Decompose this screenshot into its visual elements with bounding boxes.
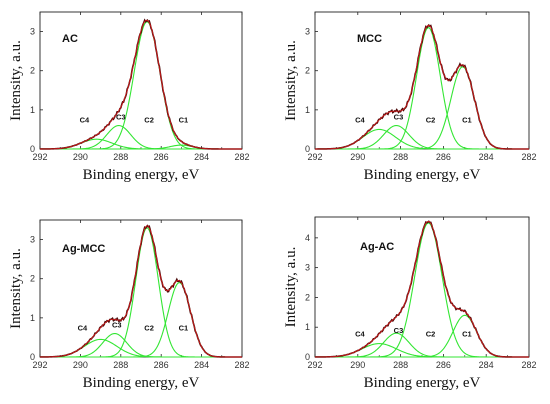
x-tick-label: 286: [154, 152, 169, 162]
peak-label-c3: C3: [394, 113, 404, 122]
y-tick-label: 3: [305, 27, 310, 37]
x-tick-label: 288: [113, 152, 128, 162]
experimental-spectrum-line: [315, 23, 529, 150]
y-tick-label: 2: [30, 274, 35, 284]
x-tick-label: 290: [73, 152, 88, 162]
x-tick-label: 292: [307, 152, 322, 162]
chart-panel-ag-ac: 292 290 288 286 284 282 0 1 2 3 4 Intensity, a.u. Bi…: [283, 216, 537, 391]
peak-label-c1: C1: [462, 330, 472, 339]
x-axis-label: Binding energy, eV: [83, 167, 200, 183]
y-tick-label: 3: [305, 263, 310, 273]
chart-panel-mcc: 292 290 288 286 284 282 0 1 2 3 Intensity, a.u. Bin…: [283, 11, 537, 183]
y-tick-label: 3: [30, 27, 35, 37]
fitted-envelope-line: [315, 24, 529, 150]
y-tick-label: 4: [305, 233, 310, 243]
y-axis-label: Intensity, a.u.: [283, 40, 299, 121]
fitted-envelope-line: [40, 225, 242, 358]
y-tick-label: 1: [30, 105, 35, 115]
peak-label-c4: C4: [78, 323, 88, 332]
x-axis-label: Binding energy, eV: [364, 167, 481, 183]
x-tick-label: 290: [350, 360, 365, 370]
x-tick-label: 288: [393, 360, 408, 370]
y-tick-label: 3: [30, 235, 35, 245]
y-tick-label: 2: [30, 66, 35, 76]
x-tick-label: 286: [154, 360, 169, 370]
y-tick-label: 1: [305, 105, 310, 115]
y-tick-label: 2: [305, 292, 310, 302]
x-tick-label: 282: [234, 152, 249, 162]
x-tick-label: 288: [113, 360, 128, 370]
component-peak-c1: [315, 314, 529, 358]
y-axis-label: Intensity, a.u.: [283, 247, 299, 328]
x-tick-label: 282: [234, 360, 249, 370]
y-tick-label: 1: [305, 322, 310, 332]
y-tick-label: 0: [305, 144, 310, 154]
x-tick-label: 286: [436, 360, 451, 370]
y-tick-label: 2: [305, 66, 310, 76]
x-axis-label: Binding energy, eV: [83, 375, 200, 391]
plot-frame: [314, 11, 530, 150]
x-tick-label: 282: [521, 360, 536, 370]
y-tick-label: 1: [30, 313, 35, 323]
component-peak-c1: [40, 282, 242, 358]
peak-label-c3: C3: [116, 113, 126, 122]
sample-label: Ag-AC: [360, 241, 394, 253]
peak-label-c1: C1: [462, 115, 472, 124]
peak-label-c4: C4: [355, 115, 365, 124]
component-peak-c3: [315, 332, 529, 358]
x-tick-label: 288: [393, 152, 408, 162]
component-peak-c2: [315, 222, 529, 358]
y-tick-label: 0: [305, 352, 310, 362]
sample-label: MCC: [357, 33, 382, 45]
y-tick-label: 0: [30, 352, 35, 362]
x-tick-label: 284: [479, 360, 494, 370]
x-tick-label: 292: [32, 152, 47, 162]
component-peak-c3: [40, 124, 242, 150]
peak-label-c4: C4: [355, 330, 365, 339]
peak-label-c2: C2: [144, 115, 154, 124]
x-axis-label: Binding energy, eV: [364, 375, 481, 391]
peak-label-c2: C2: [144, 323, 154, 332]
y-axis-label: Intensity, a.u.: [8, 248, 24, 329]
peak-label-c2: C2: [426, 330, 436, 339]
x-tick-label: 292: [307, 360, 322, 370]
peak-label-c4: C4: [80, 115, 90, 124]
peak-label-c3: C3: [394, 326, 404, 335]
peak-label-c3: C3: [112, 321, 122, 330]
fitted-envelope-line: [40, 19, 242, 150]
x-tick-label: 290: [350, 152, 365, 162]
component-peak-c2: [315, 27, 529, 150]
experimental-spectrum-line: [314, 220, 529, 358]
chart-panel-ac: 292 290 288 286 284 282 0 1 2 3 Intensity, a.u. Bin…: [8, 11, 250, 183]
x-tick-label: 286: [436, 152, 451, 162]
peak-label-c2: C2: [426, 115, 436, 124]
peak-label-c1: C1: [179, 323, 189, 332]
x-tick-label: 284: [194, 360, 209, 370]
y-tick-label: 0: [30, 144, 35, 154]
fitted-envelope-line: [314, 220, 529, 358]
x-tick-label: 284: [479, 152, 494, 162]
sample-label: Ag-MCC: [62, 243, 105, 255]
x-tick-label: 282: [521, 152, 536, 162]
x-tick-label: 284: [194, 152, 209, 162]
component-peak-c1: [315, 66, 529, 150]
sample-label: AC: [62, 33, 78, 45]
x-tick-label: 292: [32, 360, 47, 370]
chart-panel-ag-mcc: 292 290 288 286 284 282 0 1 2 3 Intensity, a.u. Bin…: [8, 219, 250, 391]
x-tick-label: 290: [73, 360, 88, 370]
y-axis-label: Intensity, a.u.: [8, 40, 24, 121]
peak-label-c1: C1: [179, 115, 189, 124]
